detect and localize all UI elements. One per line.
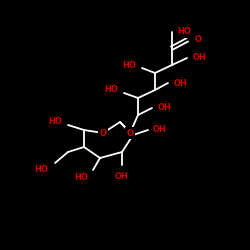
Text: HO: HO (48, 118, 62, 126)
Text: OH: OH (115, 172, 129, 181)
Text: O: O (100, 128, 106, 138)
Text: O: O (126, 128, 134, 138)
Text: HO: HO (122, 60, 136, 70)
Text: OH: OH (158, 104, 172, 112)
Text: OH: OH (193, 54, 207, 62)
Text: HO: HO (104, 86, 118, 94)
Text: OH: OH (153, 126, 167, 134)
Text: HO: HO (74, 172, 88, 182)
Text: OH: OH (174, 78, 188, 88)
Text: HO: HO (34, 166, 48, 174)
Text: O: O (195, 36, 202, 44)
Text: HO: HO (177, 28, 191, 36)
